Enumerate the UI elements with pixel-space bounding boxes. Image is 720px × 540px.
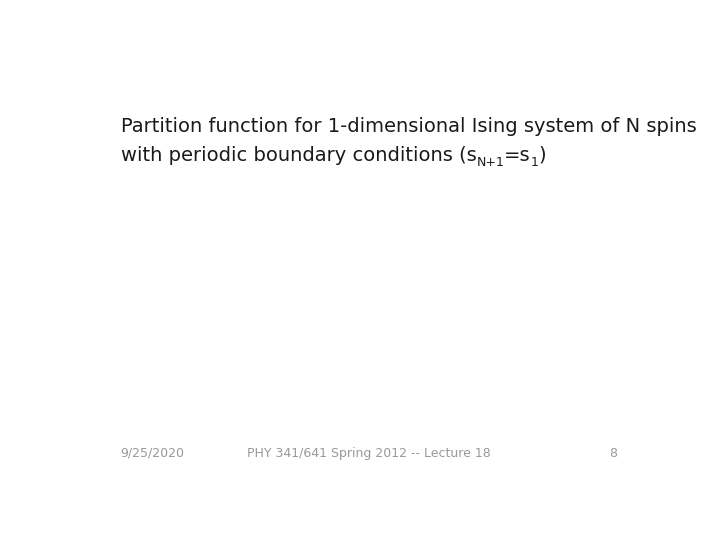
Text: N+1: N+1 [477, 156, 504, 169]
Text: 9/25/2020: 9/25/2020 [121, 447, 185, 460]
Text: ): ) [539, 146, 546, 165]
Text: 1: 1 [531, 156, 539, 169]
Text: Partition function for 1-dimensional Ising system of N spins: Partition function for 1-dimensional Isi… [121, 117, 696, 136]
Text: PHY 341/641 Spring 2012 -- Lecture 18: PHY 341/641 Spring 2012 -- Lecture 18 [247, 447, 491, 460]
Text: =s: =s [504, 146, 531, 165]
Text: with periodic boundary conditions (s: with periodic boundary conditions (s [121, 146, 477, 165]
Text: 8: 8 [609, 447, 617, 460]
